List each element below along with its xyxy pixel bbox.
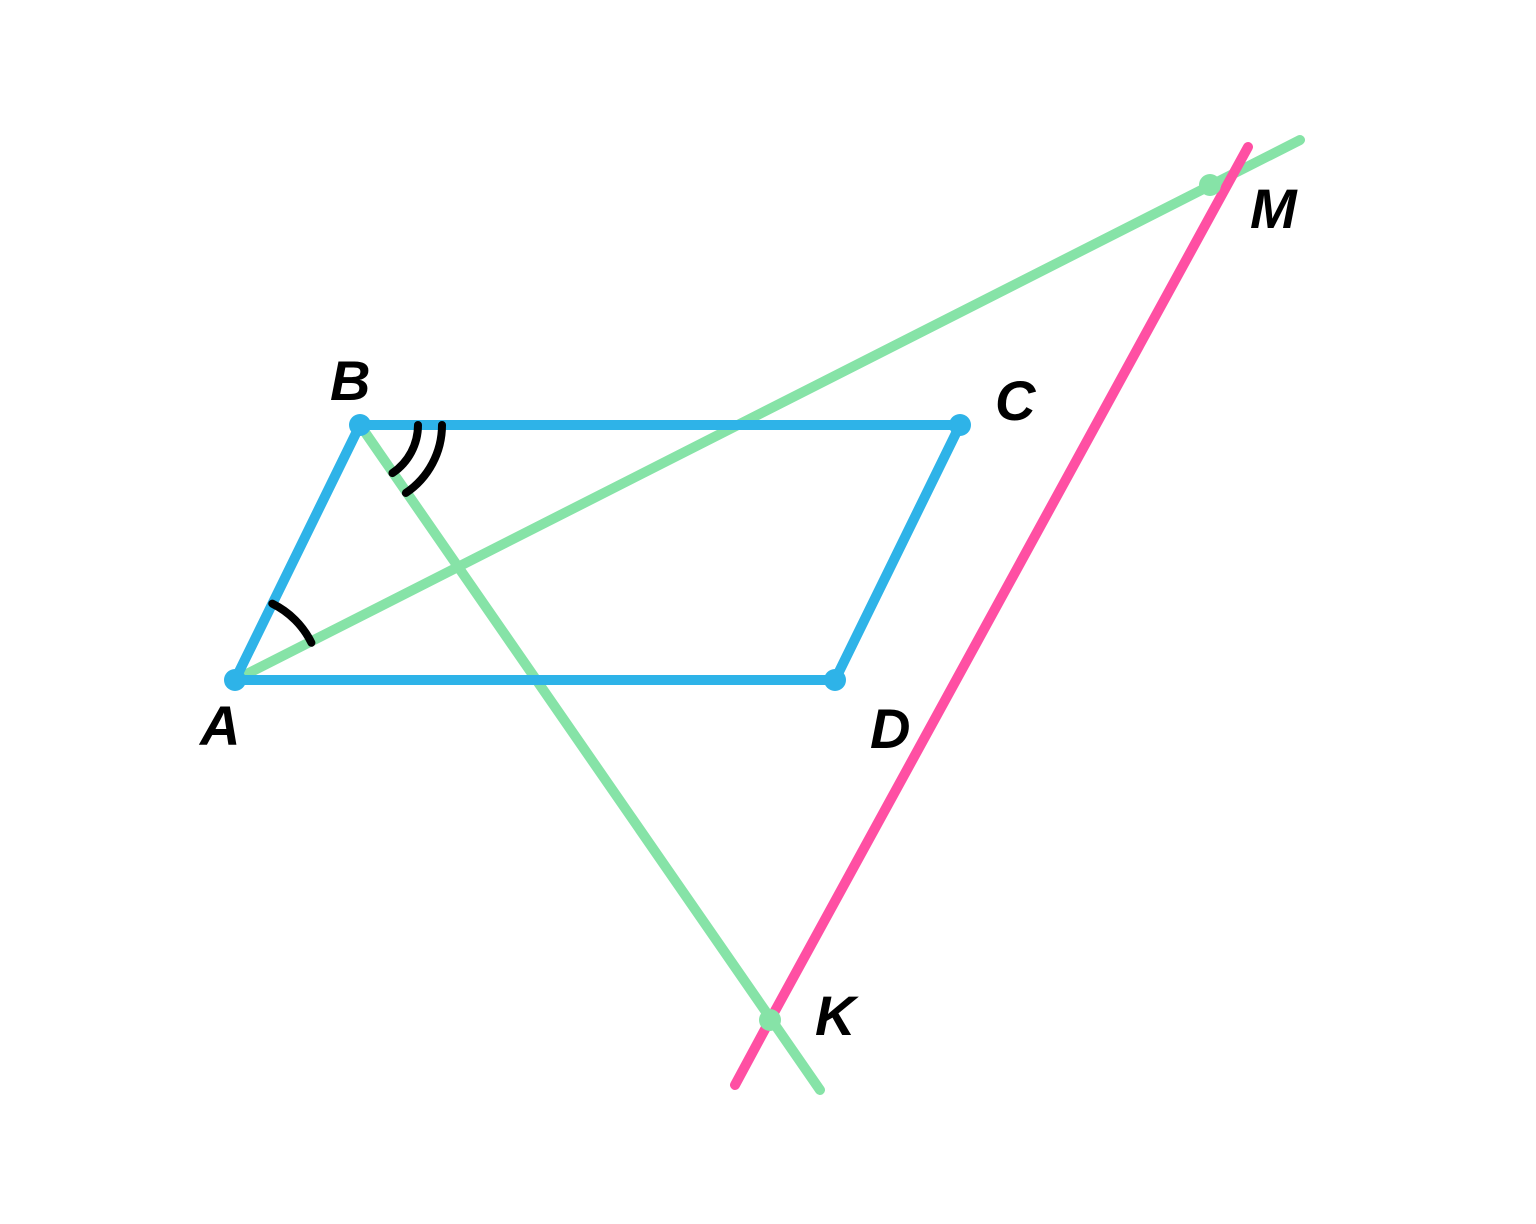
point-c <box>949 414 971 436</box>
label-b: B <box>330 349 370 412</box>
point-a <box>224 669 246 691</box>
label-d: D <box>870 697 910 760</box>
angle-arc-a <box>272 604 311 643</box>
label-a: A <box>198 694 240 757</box>
bisector-b-k <box>360 425 820 1090</box>
point-b <box>349 414 371 436</box>
angle-arc-b-inner <box>392 425 418 473</box>
label-k: K <box>815 984 859 1047</box>
point-k <box>759 1009 781 1031</box>
bisector-a-m <box>235 140 1300 680</box>
side-a-b <box>235 425 360 680</box>
side-c-d <box>835 425 960 680</box>
point-d <box>824 669 846 691</box>
point-m <box>1199 174 1221 196</box>
label-c: C <box>995 369 1037 432</box>
line-k-m-upper <box>770 147 1248 1020</box>
label-m: M <box>1250 177 1298 240</box>
line-k-m-lower <box>735 1020 770 1085</box>
